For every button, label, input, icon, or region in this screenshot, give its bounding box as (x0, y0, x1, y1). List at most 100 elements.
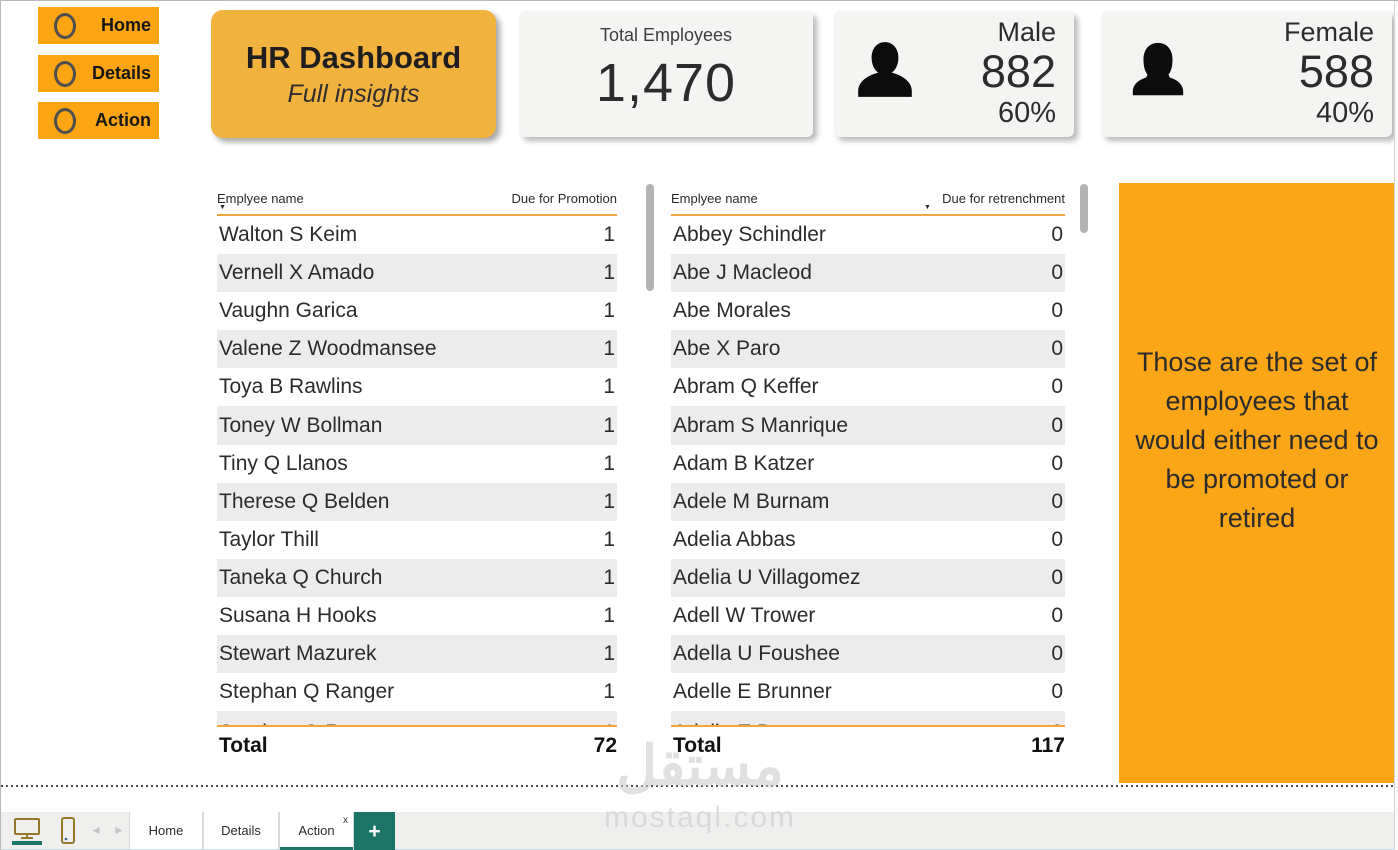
employee-name-cell: Adelle E Brunner (671, 711, 1051, 725)
note-text: Those are the set of employees that woul… (1135, 347, 1379, 533)
total-label: Total (219, 733, 268, 757)
column-header-due-for-retrenchment[interactable]: Due for retrenchment (942, 191, 1065, 206)
female-employees-card[interactable]: Female 588 40% (1101, 11, 1392, 137)
table-row[interactable]: Therese Q Belden 1 (217, 482, 617, 521)
note-panel[interactable]: Those are the set of employees that woul… (1119, 183, 1395, 783)
next-page-arrow-icon[interactable]: ► (113, 823, 125, 837)
table-row[interactable]: Abe Morales 0 (671, 292, 1065, 331)
table-row[interactable]: Valene Z Woodmansee 1 (217, 330, 617, 369)
value-cell: 0 (1051, 603, 1063, 627)
table-row[interactable]: Tiny Q Llanos 1 (217, 444, 617, 483)
kpi-label: Total Employees (599, 25, 733, 45)
table-row[interactable]: Adella U Foushee 0 (671, 635, 1065, 674)
column-header-due-for-promotion[interactable]: Due for Promotion (511, 191, 618, 206)
add-page-button[interactable]: + (354, 812, 395, 850)
table-row[interactable]: Susana H Hooks 1 (217, 596, 617, 636)
employee-name-cell: Adelia U Villagomez (673, 565, 861, 589)
value-cell: 0 (1051, 337, 1063, 361)
nav-button-home[interactable]: Home (38, 7, 159, 44)
mobile-view-icon[interactable] (60, 817, 76, 850)
table-row[interactable]: Taylor Thill 1 (217, 520, 617, 559)
table-row[interactable]: Adam B Katzer 0 (671, 444, 1065, 483)
employee-name-cell: Adam B Katzer (673, 451, 815, 475)
table-row[interactable]: Abe X Paro 0 (671, 330, 1065, 369)
table-row[interactable]: Abbey Schindler 0 (671, 216, 1065, 255)
tab-label: Home (148, 823, 184, 838)
value-cell: 1 (603, 489, 615, 513)
sort-descending-icon[interactable]: ▼ (219, 204, 226, 211)
table-row[interactable]: Vaughn Garica 1 (217, 292, 617, 331)
tab-home[interactable]: Home (129, 812, 203, 849)
retrenchment-table-scrollbar[interactable] (1080, 184, 1088, 233)
value-cell: 0 (1051, 375, 1063, 399)
employee-name-cell: Stewart Mazurek (219, 642, 377, 666)
tab-details[interactable]: Details (203, 812, 279, 849)
employee-name-cell: Toney W Bollman (219, 413, 383, 437)
dashboard-title-card[interactable]: HR Dashboard Full insights (211, 10, 496, 138)
employee-name-cell: Abe X Paro (673, 337, 781, 361)
promotion-table-scrollbar[interactable] (646, 184, 654, 291)
nav-button-action[interactable]: Action (38, 102, 159, 139)
table-row[interactable]: Abram Q Keffer 0 (671, 368, 1065, 407)
close-tab-icon[interactable]: x (343, 815, 348, 826)
value-cell: 0 (1051, 565, 1063, 589)
previous-page-arrow-icon[interactable]: ◄ (90, 823, 102, 837)
table-row[interactable]: Adele M Burnam 0 (671, 482, 1065, 521)
table-row[interactable]: Adell W Trower 0 (671, 596, 1065, 636)
employee-name-cell: Abbey Schindler (673, 223, 826, 247)
sort-descending-icon[interactable]: ▼ (924, 204, 931, 211)
male-employees-card[interactable]: Male 882 60% (834, 11, 1074, 137)
employee-name-cell: Walton S Keim (219, 223, 358, 247)
table-row[interactable]: Toya B Rawlins 1 (217, 368, 617, 407)
value-cell: 1 (603, 337, 615, 361)
employee-name-cell: Abram Q Keffer (673, 375, 819, 399)
employee-name-cell: Therese Q Belden (219, 489, 390, 513)
desktop-view-selected-indicator (12, 841, 42, 845)
active-tab-indicator (280, 847, 353, 850)
employee-name-cell: Susana H Hooks (219, 603, 377, 627)
table-row[interactable]: Abram S Manrique 0 (671, 406, 1065, 445)
total-value: 72 (593, 733, 617, 757)
table-row[interactable]: Stewart Mazurek 1 (217, 635, 617, 674)
value-cell: 1 (603, 527, 615, 551)
value-cell: 1 (603, 680, 615, 704)
column-header-employee-name[interactable]: Emplyee name (671, 191, 758, 206)
page-boundary-dashed-line (1, 785, 1398, 787)
employee-name-cell: Tiny Q Llanos (219, 451, 348, 475)
table-row[interactable]: Adelle E Brunner 0 (671, 673, 1065, 712)
table-row[interactable]: Abe J Macleod 0 (671, 254, 1065, 293)
value-cell: 1 (603, 711, 617, 725)
table-row[interactable]: Stephan Q Ranger 1 (217, 673, 617, 712)
value-cell: 1 (603, 451, 615, 475)
employee-name-cell: Taneka Q Church (219, 565, 383, 589)
value-cell: 1 (603, 261, 615, 285)
male-silhouette-icon (834, 11, 918, 137)
table-row[interactable]: Walton S Keim 1 (217, 216, 617, 255)
desktop-view-icon[interactable] (13, 818, 41, 845)
table-row[interactable]: Adelia U Villagomez 0 (671, 558, 1065, 597)
female-silhouette-icon (1101, 11, 1189, 137)
kpi-percent: 60% (997, 97, 1056, 129)
plus-icon: + (368, 819, 381, 843)
value-cell: 1 (603, 565, 615, 589)
window-scrollbar-track[interactable] (1394, 1, 1398, 850)
nav-button-details[interactable]: Details (38, 55, 159, 92)
tab-action[interactable]: Action x (279, 812, 354, 850)
value-cell: 0 (1051, 451, 1063, 475)
value-cell: 1 (603, 642, 615, 666)
kpi-value: 588 (1298, 46, 1374, 97)
table-row[interactable]: Taneka Q Church 1 (217, 558, 617, 597)
table-row[interactable]: Toney W Bollman 1 (217, 406, 617, 445)
table-total-row: Total 117 (671, 725, 1065, 764)
value-cell: 1 (603, 223, 615, 247)
kpi-percent: 40% (1315, 97, 1374, 129)
table-row[interactable]: Vernell X Amado 1 (217, 254, 617, 293)
employee-name-cell: Toya B Rawlins (219, 375, 363, 399)
column-header-employee-name[interactable]: Emplyee name (217, 191, 304, 206)
employee-name-cell: Vernell X Amado (219, 261, 375, 285)
table-row[interactable]: Adelia Abbas 0 (671, 520, 1065, 559)
total-employees-card[interactable]: Total Employees 1,470 (519, 11, 813, 137)
